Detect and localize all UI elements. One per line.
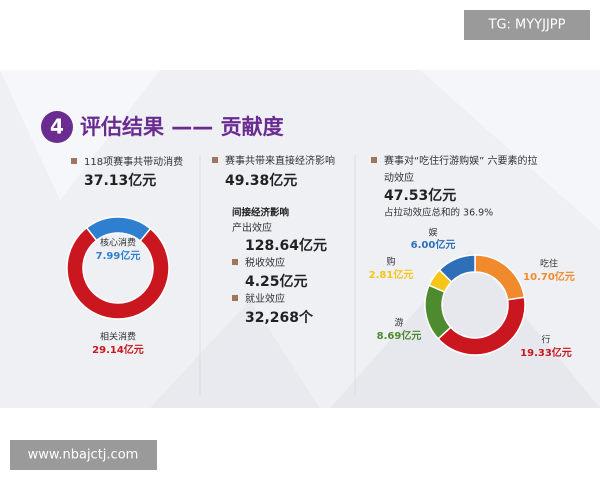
value-label: 6.00亿元 [411, 238, 456, 251]
value-label: 8.69亿元 [377, 329, 422, 342]
bullet [232, 259, 238, 265]
title: 评估结果 —— 贡献度 [80, 115, 284, 139]
value-label: 19.33亿元 [520, 346, 572, 359]
watermark-box [464, 10, 590, 40]
decor [420, 70, 600, 230]
segment-label: 核心消费 [100, 237, 136, 249]
caption: 赛事对“吃住行游购娱” 六要素的拉 [384, 154, 538, 167]
watermark: www.nbajctj.com [28, 448, 139, 463]
segment-label: 相关消费 [100, 331, 136, 343]
value-label: 7.99亿元 [96, 249, 141, 262]
number-badge [41, 111, 73, 143]
caption: 动效应 [384, 171, 414, 184]
bullet [232, 295, 238, 301]
item-value: 128.64亿元 [245, 237, 327, 254]
value-label: 2.81亿元 [369, 268, 414, 281]
total: 37.13亿元 [84, 172, 156, 189]
value-label: 10.70亿元 [523, 270, 575, 283]
decor [0, 70, 160, 200]
item-name: 税收效应 [245, 256, 285, 269]
segment-label: 娱 [428, 227, 437, 239]
watermark-box [10, 440, 157, 470]
value-label: 29.14亿元 [92, 343, 144, 356]
section-number: 4 [50, 115, 64, 139]
watermark: TG: MYYJJPP [488, 18, 566, 33]
segment-label: 游 [394, 317, 403, 329]
share: 占拉动效应总和的 36.9% [384, 207, 493, 219]
bullet [212, 157, 218, 163]
caption: 赛事共带来直接经济影响 [225, 154, 335, 167]
caption: 118项赛事共带动消费 [84, 155, 183, 168]
segment-label: 购 [386, 256, 395, 268]
segment-label: 吃住 [540, 258, 558, 270]
item-value: 32,268个 [245, 309, 314, 326]
bullet [71, 158, 77, 164]
item-name: 产出效应 [232, 221, 272, 234]
item-value: 4.25亿元 [245, 273, 308, 290]
donut-segment [438, 254, 476, 283]
segment-label: 行 [541, 334, 550, 346]
bullet [371, 157, 377, 163]
decor [150, 300, 320, 408]
decor [330, 250, 600, 408]
item-name: 就业效应 [245, 292, 285, 305]
total: 47.53亿元 [384, 187, 456, 204]
donut-segment [66, 226, 170, 320]
heading: 间接经济影响 [232, 207, 290, 219]
total: 49.38亿元 [225, 172, 297, 189]
